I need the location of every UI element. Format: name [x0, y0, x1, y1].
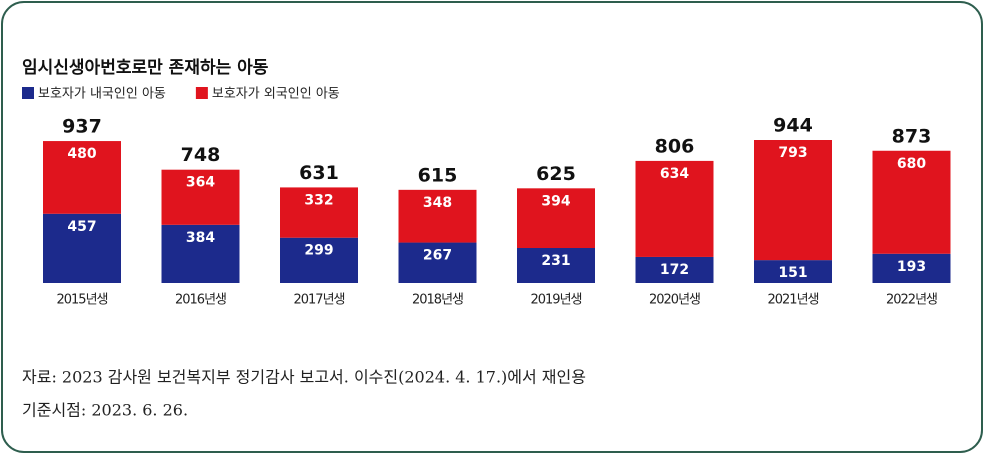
- total-label: 631: [299, 162, 339, 184]
- value-label: 193: [897, 259, 926, 275]
- total-label: 937: [62, 116, 102, 138]
- chart-title: 임시신생아번호로만 존재하는 아동: [22, 57, 269, 78]
- bar-segment: [517, 248, 595, 283]
- total-label: 615: [418, 164, 458, 186]
- total-label: 748: [181, 144, 221, 166]
- value-label: 231: [541, 253, 570, 269]
- note: 기준시점: 2023. 6. 26.: [22, 401, 188, 420]
- total-label: 625: [536, 163, 576, 185]
- total-label: 873: [892, 125, 932, 147]
- bar-segment: [161, 224, 240, 283]
- bar-segment: [43, 141, 121, 214]
- x-tick-label: 2020년생: [649, 293, 700, 308]
- value-label: 332: [304, 192, 333, 208]
- value-label: 480: [67, 146, 96, 162]
- value-label: 793: [778, 145, 807, 161]
- x-tick-label: 2017년생: [293, 293, 344, 308]
- value-label: 457: [67, 219, 96, 235]
- legend-swatch: [22, 87, 34, 99]
- bar-segment: [43, 213, 121, 283]
- value-label: 299: [304, 243, 333, 259]
- x-tick-label: 2016년생: [175, 293, 226, 308]
- legend-label: 보호자가 내국인인 아동: [38, 87, 166, 102]
- bar-segment: [280, 187, 358, 238]
- legend-swatch: [195, 87, 208, 99]
- bar-segment: [635, 160, 714, 257]
- total-label: 806: [655, 135, 695, 157]
- value-label: 394: [541, 193, 570, 209]
- value-label: 172: [660, 262, 689, 278]
- bar-segment: [872, 150, 951, 254]
- value-label: 680: [897, 156, 926, 172]
- legend-label: 보호자가 외국인인 아동: [212, 87, 340, 102]
- bar-segment: [754, 260, 832, 283]
- x-tick-label: 2018년생: [412, 293, 463, 308]
- bar-segment: [161, 169, 240, 225]
- x-tick-label: 2021년생: [767, 293, 818, 308]
- x-tick-label: 2019년생: [530, 293, 581, 308]
- total-label: 944: [773, 115, 813, 137]
- bar-segment: [872, 253, 951, 283]
- value-label: 348: [423, 195, 452, 211]
- x-tick-label: 2022년생: [886, 293, 937, 308]
- value-label: 384: [186, 230, 215, 246]
- bar-segment: [280, 237, 358, 283]
- value-label: 634: [660, 166, 689, 182]
- bar-segment: [635, 256, 714, 283]
- x-tick-label: 2015년생: [56, 293, 107, 308]
- bar-segment: [517, 188, 595, 249]
- bar-segment: [398, 242, 477, 283]
- value-label: 364: [186, 175, 215, 191]
- value-label: 151: [778, 265, 807, 281]
- value-label: 267: [423, 248, 452, 264]
- bar-segment: [398, 189, 477, 243]
- bar-segment: [754, 140, 832, 261]
- note: 자료: 2023 감사원 보건복지부 정기감사 보고서. 이수진(2024. 4…: [22, 368, 586, 387]
